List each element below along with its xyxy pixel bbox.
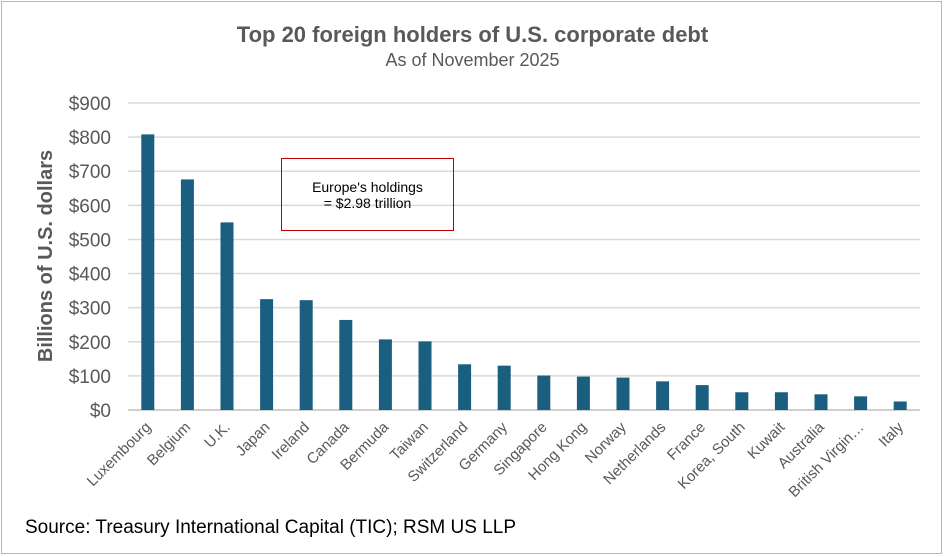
y-axis-ticks: $0 $100 $200 $300 $400 $500 $600 $700 $800 $900	[69, 94, 111, 422]
y-tick-label: $300	[69, 299, 111, 320]
bar	[774, 392, 788, 410]
bar	[339, 319, 353, 410]
x-tick-label: U.K.	[201, 419, 234, 452]
y-tick-label: $800	[69, 128, 111, 149]
annotation-line-1: Europe's holdings	[312, 178, 423, 195]
bar	[220, 222, 234, 410]
bar	[695, 385, 709, 410]
bar	[616, 377, 630, 410]
bar	[537, 375, 551, 410]
chart-title: Top 20 foreign holders of U.S. corporate…	[236, 22, 709, 47]
bar	[656, 381, 670, 410]
y-axis-label: Billions of U.S. dollars	[35, 150, 57, 362]
y-tick-label: $500	[69, 230, 111, 251]
gridlines	[128, 102, 920, 411]
y-tick-label: $600	[69, 196, 111, 217]
y-tick-label: $0	[90, 401, 111, 422]
x-tick-label: Italy	[876, 418, 908, 450]
bar	[893, 401, 907, 410]
bar	[180, 179, 194, 410]
y-tick-label: $200	[69, 333, 111, 354]
y-tick-label: $100	[69, 367, 111, 388]
bar	[458, 364, 472, 410]
bars	[141, 134, 907, 411]
bar	[378, 339, 392, 410]
source-note: Source: Treasury International Capital (…	[25, 517, 517, 538]
x-tick-label: Belgium	[144, 419, 194, 469]
y-tick-label: $900	[69, 94, 111, 115]
bar	[497, 365, 511, 410]
bar	[576, 376, 590, 410]
chart-subtitle: As of November 2025	[385, 50, 560, 70]
bar	[418, 341, 432, 410]
annotation-line-2: = $2.98 trillion	[323, 194, 412, 211]
annotation-box: Europe's holdings = $2.98 trillion	[281, 158, 454, 231]
bar	[854, 396, 868, 410]
bar	[141, 134, 155, 411]
bar	[260, 299, 274, 410]
bar	[735, 392, 749, 410]
bar	[814, 394, 828, 410]
x-tick-label: Japan	[233, 419, 274, 460]
y-tick-label: $700	[69, 162, 111, 183]
x-tick-label: Luxembourg	[84, 419, 155, 490]
bar	[299, 300, 313, 410]
y-tick-label: $400	[69, 265, 111, 286]
